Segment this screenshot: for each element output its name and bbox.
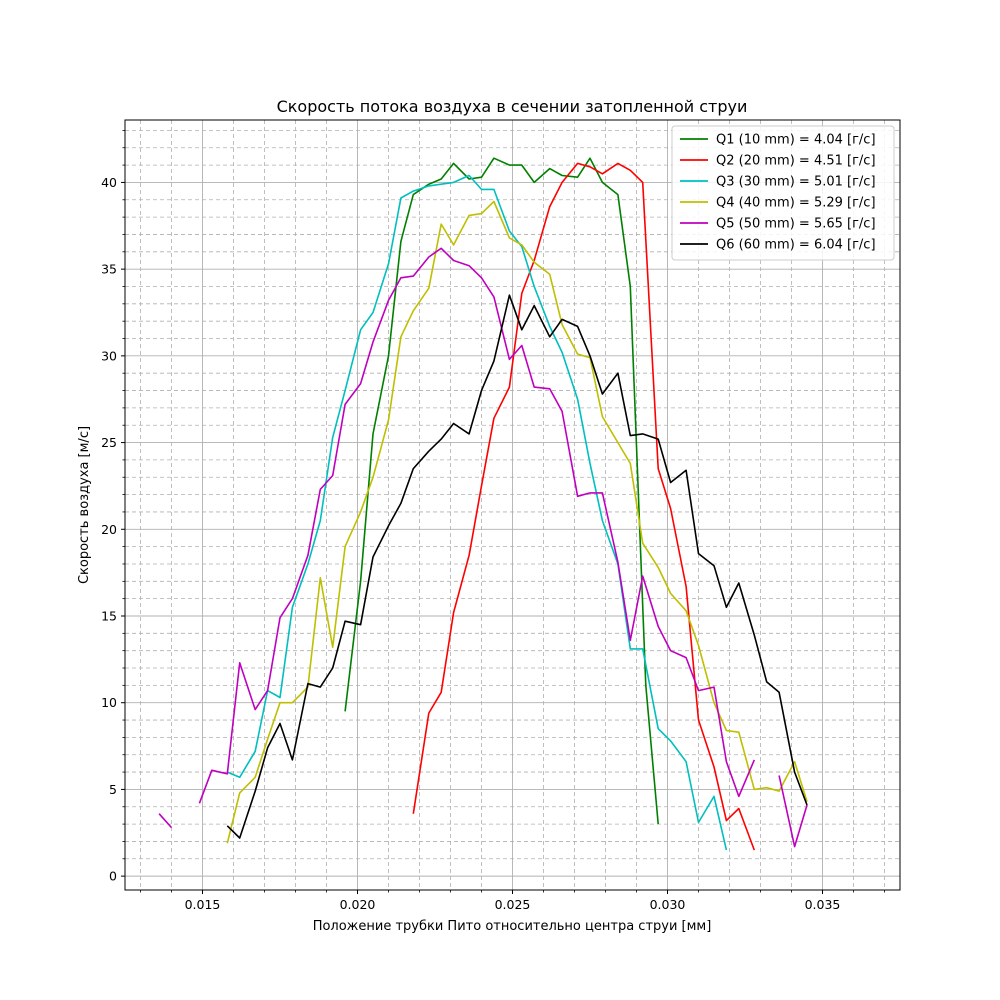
series-line-q6	[226, 294, 808, 839]
legend-label: Q6 (60 mm) = 6.04 [г/с]	[716, 238, 876, 253]
series-line-q5	[158, 247, 808, 848]
x-axis-label: Положение трубки Пито относительно центр…	[313, 919, 712, 934]
y-tick-label: 10	[101, 695, 117, 710]
legend-label: Q1 (10 mm) = 4.04 [г/с]	[716, 133, 876, 148]
x-tick-label: 0.015	[185, 897, 221, 912]
y-tick-label: 5	[109, 782, 117, 797]
x-tick-label: 0.035	[805, 897, 841, 912]
legend: Q1 (10 mm) = 4.04 [г/с] Q2 (20 mm) = 4.51…	[671, 125, 895, 261]
x-tick-label: 0.030	[650, 897, 686, 912]
chart-title: Скорость потока воздуха в сечении затопл…	[277, 97, 748, 116]
y-tick-label: 35	[101, 262, 117, 277]
series-line-q2	[412, 162, 756, 851]
series-layer	[158, 157, 808, 851]
y-tick-label: 0	[109, 869, 117, 884]
y-tick-label: 20	[101, 522, 117, 537]
series-line-q1	[344, 157, 659, 825]
legend-label: Q5 (50 mm) = 5.65 [г/с]	[716, 217, 876, 232]
legend-label: Q3 (30 mm) = 5.01 [г/с]	[716, 175, 876, 190]
y-tick-label: 15	[101, 608, 117, 623]
y-tick-label: 30	[101, 348, 117, 363]
series-line-q4	[226, 200, 808, 844]
ticks: 0.015 0.020 0.025 0.030 0.035 0 5 10 15 20 25 30 35 4…	[101, 130, 885, 912]
x-tick-label: 0.020	[340, 897, 376, 912]
y-tick-label: 25	[101, 435, 117, 450]
legend-label: Q2 (20 mm) = 4.51 [г/с]	[716, 154, 876, 169]
series-line-q3	[226, 174, 728, 851]
legend-label: Q4 (40 mm) = 5.29 [г/с]	[716, 196, 876, 211]
legend-box	[671, 125, 895, 261]
y-tick-label: 40	[101, 175, 117, 190]
y-axis-label: Скорость воздуха [м/с]	[77, 426, 92, 584]
x-tick-label: 0.025	[495, 897, 531, 912]
